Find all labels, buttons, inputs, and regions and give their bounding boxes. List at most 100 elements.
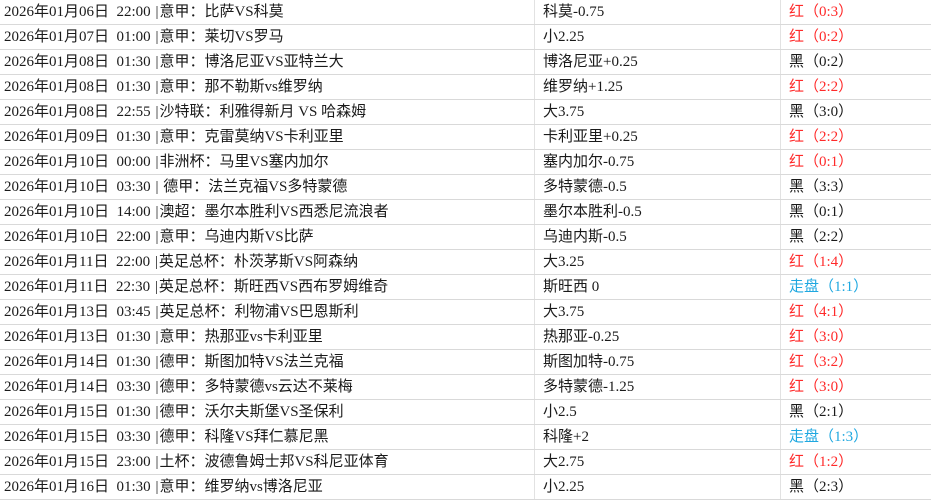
betting-line-cell[interactable]: 大3.75 [535, 300, 781, 325]
table-row[interactable]: 2026年01月14日 03:30 |德甲：多特蒙德vs云达不莱梅多特蒙德-1.… [0, 375, 931, 400]
match-time: 03:30 [117, 379, 151, 395]
betting-line-cell[interactable]: 大2.75 [535, 450, 781, 475]
betting-line-cell[interactable]: 小2.25 [535, 25, 781, 50]
match-date: 2026年01月13日 [4, 304, 109, 320]
betting-line-cell[interactable]: 墨尔本胜利-0.5 [535, 200, 781, 225]
result-cell[interactable]: 红（4:1） [781, 300, 931, 325]
result-cell[interactable]: 红（0:3） [781, 0, 931, 25]
match-cell[interactable]: 2026年01月08日 01:30 |意甲：那不勒斯vs维罗纳 [0, 75, 535, 100]
result-status-badge: 红 [789, 154, 804, 170]
betting-line-cell[interactable]: 博洛尼亚+0.25 [535, 50, 781, 75]
result-cell[interactable]: 红（2:2） [781, 75, 931, 100]
match-cell[interactable]: 2026年01月06日 22:00 |意甲：比萨VS科莫 [0, 0, 535, 25]
match-cell[interactable]: 2026年01月10日 00:00 |非洲杯：马里VS塞内加尔 [0, 150, 535, 175]
match-cell[interactable]: 2026年01月13日 01:30 |意甲：热那亚vs卡利亚里 [0, 325, 535, 350]
match-time: 01:30 [117, 79, 151, 95]
result-cell[interactable]: 红（0:2） [781, 25, 931, 50]
final-score: （4:1） [804, 304, 853, 320]
match-time: 01:30 [117, 54, 151, 70]
betting-line: 大2.75 [543, 454, 584, 470]
betting-line-cell[interactable]: 乌迪内斯-0.5 [535, 225, 781, 250]
match-cell[interactable]: 2026年01月10日 14:00 |澳超：墨尔本胜利VS西悉尼流浪者 [0, 200, 535, 225]
result-cell[interactable]: 黑（0:1） [781, 200, 931, 225]
match-cell[interactable]: 2026年01月11日 22:00 |英足总杯：朴茨茅斯VS阿森纳 [0, 250, 535, 275]
betting-line-cell[interactable]: 科隆+2 [535, 425, 781, 450]
betting-line-cell[interactable]: 大3.75 [535, 100, 781, 125]
match-fixture: 英足总杯：利物浦VS巴恩斯利 [159, 304, 358, 320]
match-cell[interactable]: 2026年01月14日 03:30 |德甲：多特蒙德vs云达不莱梅 [0, 375, 535, 400]
match-date: 2026年01月10日 [4, 179, 109, 195]
match-cell[interactable]: 2026年01月10日 22:00 |意甲：乌迪内斯VS比萨 [0, 225, 535, 250]
table-row[interactable]: 2026年01月08日 01:30 |意甲：博洛尼亚VS亚特兰大博洛尼亚+0.2… [0, 50, 931, 75]
match-time: 00:00 [117, 154, 151, 170]
match-cell[interactable]: 2026年01月13日 03:45 |英足总杯：利物浦VS巴恩斯利 [0, 300, 535, 325]
table-row[interactable]: 2026年01月15日 23:00 |土杯：波德鲁姆士邦VS科尼亚体育大2.75… [0, 450, 931, 475]
table-row[interactable]: 2026年01月08日 22:55 |沙特联：利雅得新月 VS 哈森姆大3.75… [0, 100, 931, 125]
result-cell[interactable]: 红（1:4） [781, 250, 931, 275]
betting-line-cell[interactable]: 斯旺西 0 [535, 275, 781, 300]
match-cell[interactable]: 2026年01月07日 01:00 |意甲：莱切VS罗马 [0, 25, 535, 50]
match-cell[interactable]: 2026年01月11日 22:30 |英足总杯：斯旺西VS西布罗姆维奇 [0, 275, 535, 300]
final-score: （0:3） [804, 4, 853, 20]
table-row[interactable]: 2026年01月09日 01:30 |意甲：克雷莫纳VS卡利亚里卡利亚里+0.2… [0, 125, 931, 150]
result-cell[interactable]: 黑（0:2） [781, 50, 931, 75]
result-cell[interactable]: 红（3:2） [781, 350, 931, 375]
result-cell[interactable]: 黑（3:0） [781, 100, 931, 125]
result-cell[interactable]: 黑（2:2） [781, 225, 931, 250]
betting-line: 多特蒙德-1.25 [543, 379, 634, 395]
match-cell[interactable]: 2026年01月15日 03:30 |德甲：科隆VS拜仁慕尼黑 [0, 425, 535, 450]
result-cell[interactable]: 红（3:0） [781, 375, 931, 400]
result-cell[interactable]: 红（1:2） [781, 450, 931, 475]
table-row[interactable]: 2026年01月11日 22:30 |英足总杯：斯旺西VS西布罗姆维奇斯旺西 0… [0, 275, 931, 300]
final-score: （2:2） [804, 229, 853, 245]
match-cell[interactable]: 2026年01月14日 01:30 |德甲：斯图加特VS法兰克福 [0, 350, 535, 375]
result-cell[interactable]: 走盘（1:1） [781, 275, 931, 300]
betting-line-cell[interactable]: 大3.25 [535, 250, 781, 275]
table-row[interactable]: 2026年01月13日 03:45 |英足总杯：利物浦VS巴恩斯利大3.75 红（… [0, 300, 931, 325]
table-row[interactable]: 2026年01月10日 03:30 | 德甲：法兰克福VS多特蒙德多特蒙德-0.… [0, 175, 931, 200]
match-cell[interactable]: 2026年01月16日 01:30 |意甲：维罗纳vs博洛尼亚 [0, 475, 535, 500]
final-score: （0:2） [804, 54, 853, 70]
betting-line-cell[interactable]: 维罗纳+1.25 [535, 75, 781, 100]
result-cell[interactable]: 红（2:2） [781, 125, 931, 150]
result-cell[interactable]: 黑（2:1） [781, 400, 931, 425]
result-cell[interactable]: 黑（2:3） [781, 475, 931, 500]
match-date: 2026年01月14日 [4, 354, 109, 370]
result-cell[interactable]: 走盘（1:3） [781, 425, 931, 450]
betting-line: 大3.25 [543, 254, 584, 270]
result-cell[interactable]: 红（0:1） [781, 150, 931, 175]
table-row[interactable]: 2026年01月14日 01:30 |德甲：斯图加特VS法兰克福斯图加特-0.7… [0, 350, 931, 375]
table-row[interactable]: 2026年01月11日 22:00 |英足总杯：朴茨茅斯VS阿森纳大3.25 红（… [0, 250, 931, 275]
table-row[interactable]: 2026年01月10日 00:00 |非洲杯：马里VS塞内加尔塞内加尔-0.75… [0, 150, 931, 175]
match-cell[interactable]: 2026年01月08日 22:55 |沙特联：利雅得新月 VS 哈森姆 [0, 100, 535, 125]
final-score: （3:3） [804, 179, 853, 195]
table-row[interactable]: 2026年01月10日 14:00 |澳超：墨尔本胜利VS西悉尼流浪者墨尔本胜利… [0, 200, 931, 225]
match-cell[interactable]: 2026年01月10日 03:30 | 德甲：法兰克福VS多特蒙德 [0, 175, 535, 200]
betting-line-cell[interactable]: 热那亚-0.25 [535, 325, 781, 350]
result-cell[interactable]: 黑（3:3） [781, 175, 931, 200]
match-cell[interactable]: 2026年01月15日 23:00 |土杯：波德鲁姆士邦VS科尼亚体育 [0, 450, 535, 475]
result-cell[interactable]: 红（3:0） [781, 325, 931, 350]
betting-line-cell[interactable]: 小2.25 [535, 475, 781, 500]
betting-line-cell[interactable]: 科莫-0.75 [535, 0, 781, 25]
match-cell[interactable]: 2026年01月08日 01:30 |意甲：博洛尼亚VS亚特兰大 [0, 50, 535, 75]
match-cell[interactable]: 2026年01月09日 01:30 |意甲：克雷莫纳VS卡利亚里 [0, 125, 535, 150]
betting-line-cell[interactable]: 多特蒙德-1.25 [535, 375, 781, 400]
betting-line-cell[interactable]: 小2.5 [535, 400, 781, 425]
betting-line-cell[interactable]: 卡利亚里+0.25 [535, 125, 781, 150]
betting-line-cell[interactable]: 多特蒙德-0.5 [535, 175, 781, 200]
match-time: 22:00 [117, 4, 151, 20]
betting-line-cell[interactable]: 斯图加特-0.75 [535, 350, 781, 375]
match-cell[interactable]: 2026年01月15日 01:30 |德甲：沃尔夫斯堡VS圣保利 [0, 400, 535, 425]
match-fixture: 澳超：墨尔本胜利VS西悉尼流浪者 [159, 204, 388, 220]
betting-line-cell[interactable]: 塞内加尔-0.75 [535, 150, 781, 175]
betting-line: 大3.75 [543, 304, 584, 320]
